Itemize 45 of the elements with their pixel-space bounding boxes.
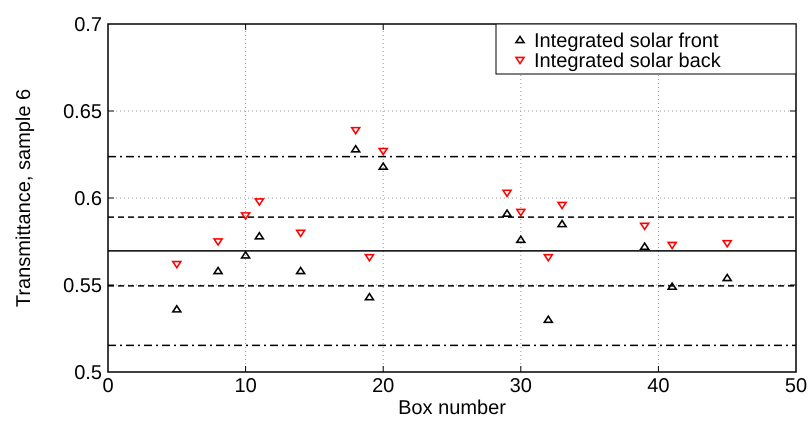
point (296, 266, 306, 274)
point (350, 144, 360, 153)
point (722, 240, 732, 248)
x-tick-label: 20 (372, 375, 394, 397)
point (502, 189, 512, 198)
point (350, 126, 360, 135)
point (296, 229, 306, 238)
point (640, 242, 650, 250)
point (213, 266, 223, 274)
y-tick-label: 0.5 (74, 362, 102, 384)
legend-label: Integrated solar front (534, 30, 719, 52)
point (544, 315, 554, 324)
point (378, 148, 388, 156)
point (544, 254, 554, 262)
y-axis-title: Transmittance, sample 6 (13, 88, 35, 308)
x-tick-label: 30 (510, 375, 532, 397)
point (172, 260, 182, 269)
point (254, 232, 264, 240)
point (364, 254, 374, 262)
y-tick-label: 0.55 (63, 275, 102, 297)
point (213, 238, 223, 246)
y-tick-label: 0.7 (74, 14, 102, 36)
point (172, 304, 182, 313)
x-tick-label: 0 (102, 375, 114, 397)
x-tick-label: 40 (647, 375, 670, 397)
point (516, 208, 526, 216)
point (667, 282, 677, 290)
point (557, 202, 567, 210)
x-axis-title: Box number (398, 397, 506, 419)
legend-label: Integrated solar back (534, 50, 722, 72)
point (364, 292, 374, 300)
point (240, 251, 250, 259)
point (240, 212, 250, 220)
point (557, 220, 567, 228)
point (502, 209, 512, 217)
point (640, 222, 650, 230)
y-tick-label: 0.6 (74, 188, 102, 210)
point (667, 242, 677, 250)
point (722, 274, 732, 282)
point (254, 198, 264, 206)
x-tick-label: 10 (234, 375, 257, 397)
y-tick-label: 0.65 (63, 101, 102, 123)
point (378, 162, 388, 170)
x-tick-label: 50 (784, 375, 808, 397)
point (516, 235, 526, 244)
